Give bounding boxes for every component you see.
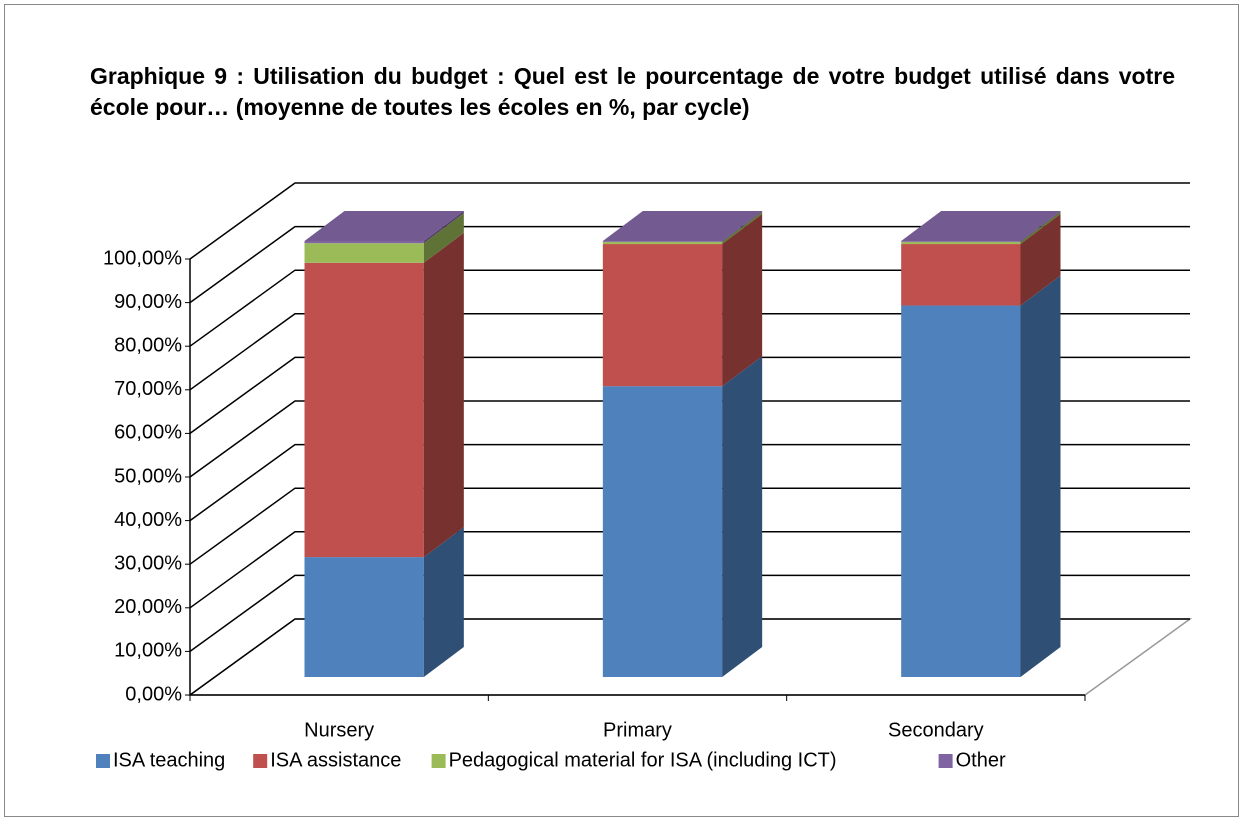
legend-swatch	[253, 754, 268, 768]
legend-label: Other	[956, 749, 1006, 771]
grid-line	[189, 269, 1190, 347]
bar-top	[602, 211, 763, 241]
bar-front	[901, 241, 1021, 242]
grid-line	[189, 400, 1190, 478]
legend-label: ISA assistance	[270, 749, 401, 771]
chart-frame: Graphique 9 : Utilisation du budget : Qu…	[4, 4, 1239, 817]
x-tick-label: Primary	[603, 719, 672, 741]
chart-title: Graphique 9 : Utilisation du budget : Qu…	[90, 63, 1175, 120]
x-tick-label: Nursery	[304, 719, 374, 741]
legend-swatch	[431, 754, 446, 768]
grid-line	[189, 313, 1190, 391]
bar-side	[722, 211, 763, 245]
grid-line	[189, 531, 1190, 609]
bar-front	[602, 241, 723, 242]
y-tick-label: 20,00%	[114, 596, 182, 618]
bar-side	[1020, 211, 1061, 245]
y-tick-label: 30,00%	[114, 552, 182, 574]
y-tick-label: 50,00%	[114, 465, 182, 487]
bar-front	[304, 557, 424, 677]
grid-line	[189, 443, 1190, 522]
bar-top	[901, 211, 1061, 241]
bar-side	[1020, 214, 1061, 306]
grid-line	[189, 182, 1190, 260]
y-tick-label: 40,00%	[114, 509, 182, 531]
y-tick-label: 60,00%	[114, 422, 182, 444]
bar-front	[901, 244, 1021, 306]
bar-side	[423, 527, 464, 677]
grid-line	[189, 574, 1190, 653]
y-tick-label: 70,00%	[114, 378, 182, 400]
bar-front	[602, 244, 723, 387]
bar-side	[1020, 275, 1061, 677]
y-tick-label: 100,00%	[103, 247, 182, 269]
legend-swatch	[938, 754, 953, 768]
grid-line	[189, 225, 1190, 304]
legend-label: ISA teaching	[113, 749, 225, 771]
bar-side	[1020, 211, 1061, 242]
grid-line	[189, 487, 1190, 565]
bar-side	[722, 214, 763, 387]
x-tick-label: Secondary	[888, 719, 984, 741]
chart: 0,00% 10,00% 20,00% 30,00% 40,00% 50,00% 60,00…	[96, 182, 1193, 771]
y-tick-label: 80,00%	[114, 334, 182, 356]
bar-front	[304, 243, 424, 263]
y-tick-label: 10,00%	[114, 640, 182, 662]
bar-side	[423, 213, 464, 263]
y-tick-label: 90,00%	[114, 291, 182, 313]
bar-side	[722, 211, 763, 242]
legend-swatch	[96, 754, 110, 768]
bar-front	[901, 241, 1021, 245]
grid-line	[189, 356, 1190, 435]
bar-side	[423, 232, 464, 558]
y-tick-label: 0,00%	[125, 683, 182, 705]
bar-front	[901, 305, 1021, 677]
grid-line	[189, 618, 1190, 696]
legend-label: Pedagogical material for ISA (including …	[449, 749, 837, 771]
bar-side	[423, 211, 464, 244]
bar-front	[304, 241, 424, 244]
bar-front	[602, 241, 723, 245]
bar-side	[722, 356, 763, 677]
bar-top	[304, 211, 464, 241]
bar-front	[602, 386, 723, 677]
bar-front	[304, 262, 424, 558]
